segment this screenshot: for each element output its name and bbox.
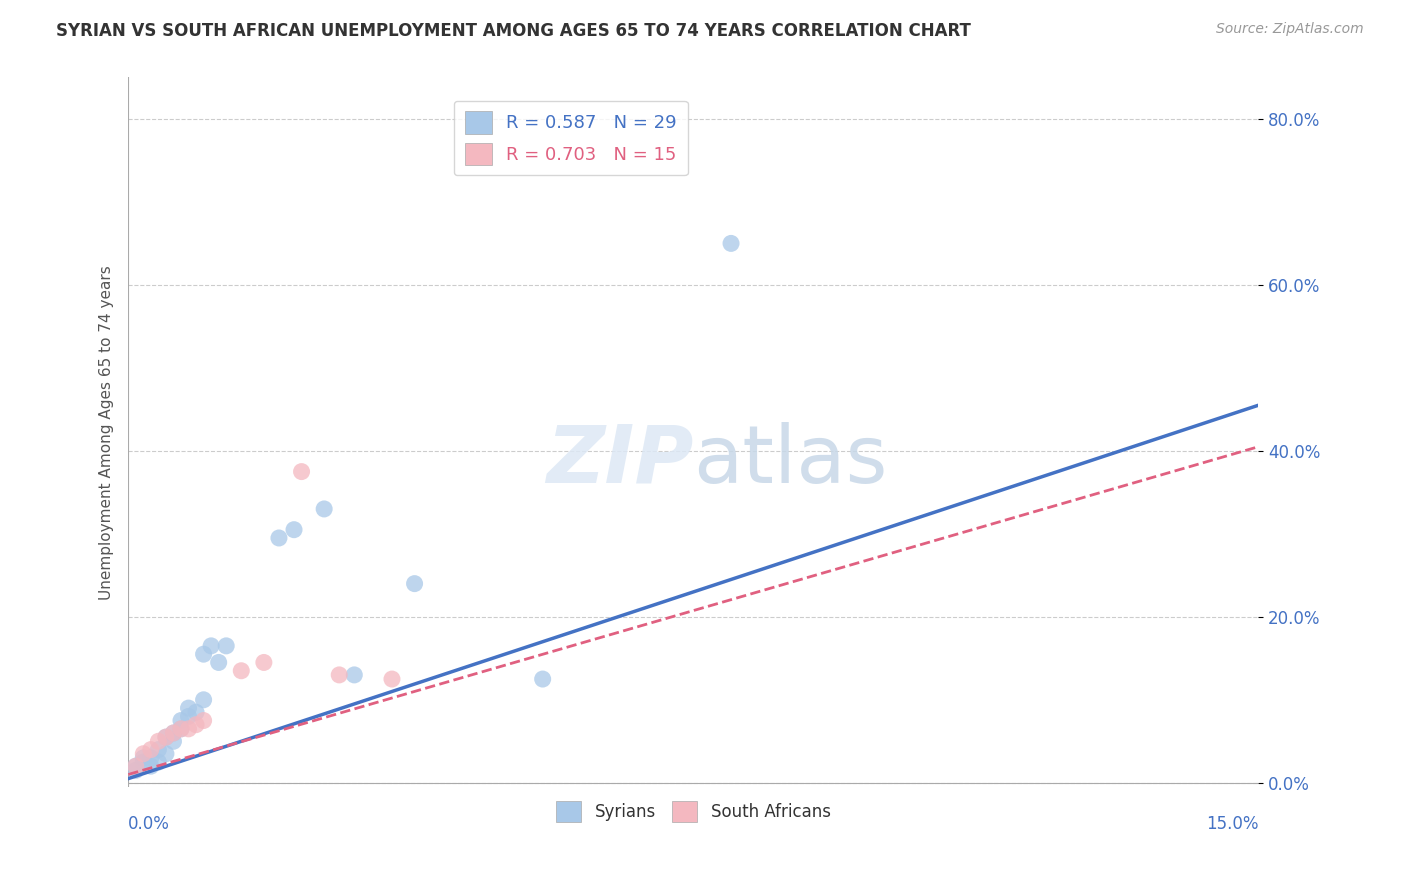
Y-axis label: Unemployment Among Ages 65 to 74 years: Unemployment Among Ages 65 to 74 years [100, 265, 114, 599]
Point [290, 465, 312, 479]
Point [132, 747, 155, 761]
Point [170, 714, 193, 728]
Point [215, 639, 238, 653]
Point [381, 672, 404, 686]
Text: 0.0%: 0.0% [128, 815, 170, 833]
Point [170, 722, 193, 736]
Text: atlas: atlas [693, 422, 887, 500]
Point [155, 730, 177, 744]
Point [267, 531, 290, 545]
Point [148, 734, 170, 748]
Point [343, 668, 366, 682]
Point [125, 764, 148, 778]
Point [720, 236, 742, 251]
Point [314, 502, 336, 516]
Point [328, 668, 350, 682]
Point [148, 742, 170, 756]
Point [177, 709, 200, 723]
Point [283, 523, 305, 537]
Point [184, 717, 207, 731]
Point [193, 693, 215, 707]
Point [253, 656, 276, 670]
Point [125, 759, 148, 773]
Point [132, 751, 155, 765]
Point [125, 759, 148, 773]
Point [162, 726, 184, 740]
Legend: Syrians, South Africans: Syrians, South Africans [550, 795, 838, 829]
Text: 15.0%: 15.0% [1206, 815, 1258, 833]
Point [208, 656, 231, 670]
Point [148, 755, 170, 769]
Point [155, 730, 177, 744]
Point [193, 647, 215, 661]
Point [170, 722, 193, 736]
Point [139, 751, 162, 765]
Point [162, 734, 184, 748]
Point [139, 742, 162, 756]
Point [177, 701, 200, 715]
Point [155, 747, 177, 761]
Point [231, 664, 253, 678]
Point [162, 726, 184, 740]
Point [132, 755, 155, 769]
Text: SYRIAN VS SOUTH AFRICAN UNEMPLOYMENT AMONG AGES 65 TO 74 YEARS CORRELATION CHART: SYRIAN VS SOUTH AFRICAN UNEMPLOYMENT AMO… [56, 22, 972, 40]
Point [177, 722, 200, 736]
Point [193, 714, 215, 728]
Text: ZIP: ZIP [546, 422, 693, 500]
Point [184, 705, 207, 719]
Point [139, 759, 162, 773]
Point [404, 576, 426, 591]
Point [531, 672, 554, 686]
Text: Source: ZipAtlas.com: Source: ZipAtlas.com [1216, 22, 1364, 37]
Point [200, 639, 222, 653]
